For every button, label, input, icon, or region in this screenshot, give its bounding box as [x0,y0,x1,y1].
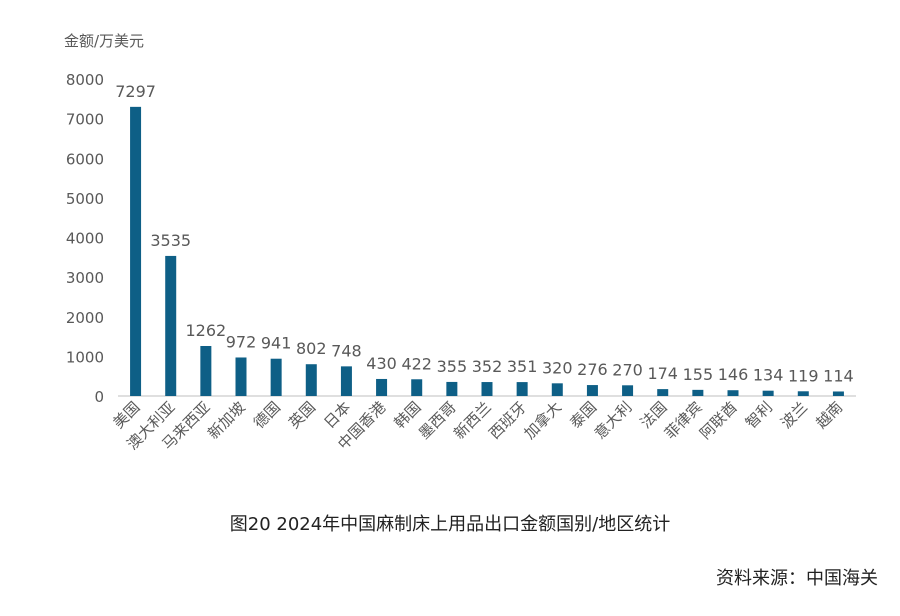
bar [551,383,563,396]
bar-chart: 0100020003000400050006000700080007297美国3… [66,71,856,453]
y-axis-unit-label: 金额/万美元 [64,32,145,50]
bar [165,255,177,396]
bar [130,106,142,396]
bar [446,381,458,396]
bar [481,382,493,396]
bar [235,357,247,396]
y-tick-label: 1000 [66,348,104,366]
x-tick-label: 新西兰 [450,398,495,443]
data-label: 174 [647,364,678,383]
data-label: 1262 [185,321,226,340]
x-tick-label: 墨西哥 [415,398,460,443]
bar [692,389,704,396]
data-label: 7297 [115,82,156,101]
bar [516,382,528,396]
data-label: 134 [753,366,784,385]
x-tick-label: 阿联酋 [696,398,741,443]
bar [270,358,282,396]
data-label: 972 [226,332,257,351]
x-tick-label: 智利 [742,398,776,432]
x-tick-label: 德国 [250,398,284,432]
x-tick-label: 波兰 [777,398,811,432]
bar [411,379,423,396]
x-tick-label: 意大利 [591,398,636,443]
y-tick-label: 4000 [66,230,104,248]
data-label: 114 [823,366,854,385]
source-note: 资料来源：中国海关 [716,568,878,589]
y-tick-label: 5000 [66,190,104,208]
y-tick-label: 7000 [66,111,104,129]
bar [622,385,634,396]
x-tick-label: 英国 [285,398,319,432]
bar [797,391,809,396]
bar [586,385,598,396]
bar [727,390,739,396]
y-tick-label: 0 [94,388,104,406]
y-tick-label: 2000 [66,309,104,327]
y-tick-label: 6000 [66,150,104,168]
data-label: 3535 [150,231,191,250]
bar [832,391,844,396]
bar [305,364,317,396]
x-tick-label: 菲律宾 [661,398,706,443]
data-label: 270 [612,360,643,379]
data-label: 146 [718,365,749,384]
bar [762,390,774,396]
y-tick-label: 3000 [66,269,104,287]
data-label: 320 [542,358,573,377]
figure-caption: 图20 2024年中国麻制床上用品出口金额国别/地区统计 [229,514,671,535]
x-tick-label: 西班牙 [485,398,530,443]
data-label: 155 [683,365,714,384]
bar [340,366,352,396]
data-label: 355 [437,357,468,376]
bar [200,345,212,396]
bar [376,378,388,396]
data-label: 276 [577,360,608,379]
bar [657,389,669,396]
data-label: 422 [401,354,432,373]
x-tick-label: 越南 [812,398,846,432]
data-label: 430 [366,354,397,373]
y-tick-label: 8000 [66,71,104,89]
data-label: 748 [331,341,362,360]
data-label: 802 [296,339,327,358]
data-label: 352 [472,357,503,376]
data-label: 941 [261,334,292,353]
x-tick-label: 加拿大 [521,398,566,443]
data-label: 351 [507,357,538,376]
x-tick-label: 新加坡 [204,398,249,443]
data-label: 119 [788,366,819,385]
